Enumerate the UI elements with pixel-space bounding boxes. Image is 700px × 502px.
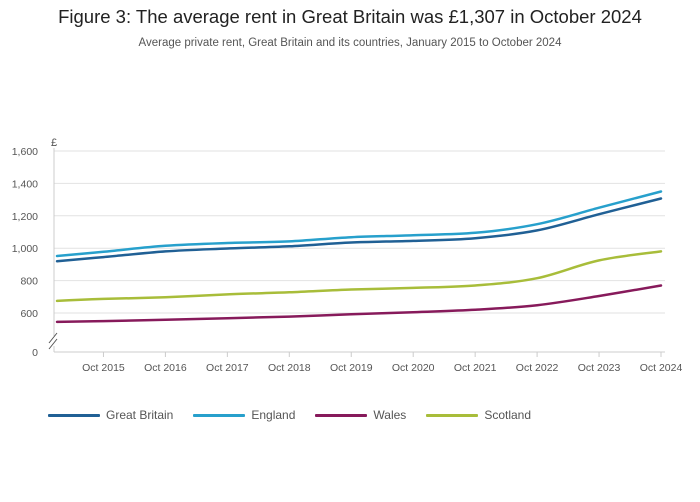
legend-swatch: [315, 413, 368, 417]
y-tick-label: 600: [20, 308, 38, 320]
x-tick-label: Oct 2023: [578, 362, 621, 374]
series-line-wales: [55, 284, 663, 324]
series-line-scotland: [55, 250, 663, 303]
x-tick-label: Oct 2020: [392, 362, 435, 374]
y-tick-label: 1,400: [12, 178, 38, 190]
x-tick-label: Oct 2019: [330, 362, 373, 374]
line-chart: 0 600 800 1,000 1,200 1,400 1,600 £ Oct 2015 Oct …: [12, 137, 683, 374]
legend-item-england: England: [193, 408, 295, 422]
chart-subtitle: Average private rent, Great Britain and …: [138, 37, 562, 49]
legend-item-wales: Wales: [315, 408, 406, 422]
x-tick-label: Oct 2015: [82, 362, 125, 374]
x-tick-label: Oct 2022: [516, 362, 559, 374]
legend-swatch: [193, 413, 246, 417]
y-axis-unit: £: [51, 137, 57, 149]
legend-label: Great Britain: [106, 408, 174, 422]
legend-label: Wales: [373, 408, 407, 422]
axis-break-marker: [48, 332, 58, 350]
series-lines: [55, 190, 663, 324]
legend-label: Scotland: [484, 408, 532, 422]
x-tick-label: Oct 2016: [144, 362, 187, 374]
y-tick-label: 800: [20, 276, 38, 288]
chart-title: Figure 3: The average rent in Great Brit…: [58, 6, 642, 27]
legend-item-great-britain: Great Britain: [48, 408, 173, 422]
legend-swatch: [48, 413, 100, 417]
axes: 0 600 800 1,000 1,200 1,400 1,600 £ Oct 2015 Oct …: [12, 137, 683, 374]
legend-swatch: [426, 413, 479, 417]
x-tick-label: Oct 2017: [206, 362, 249, 374]
x-tick-label: Oct 2024: [640, 362, 683, 374]
y-tick-label: 1,000: [12, 243, 38, 255]
x-tick-label: Oct 2021: [454, 362, 497, 374]
legend: Great Britain England Wales Scotland: [48, 408, 551, 422]
legend-label: England: [251, 408, 296, 422]
legend-item-scotland: Scotland: [426, 408, 531, 422]
series-line-england: [55, 190, 663, 258]
y-tick-label: 1,600: [12, 146, 38, 158]
x-tick-label: Oct 2018: [268, 362, 311, 374]
series-line-great-britain: [55, 197, 663, 263]
y-tick-label: 1,200: [12, 211, 38, 223]
y-tick-label: 0: [32, 347, 38, 359]
